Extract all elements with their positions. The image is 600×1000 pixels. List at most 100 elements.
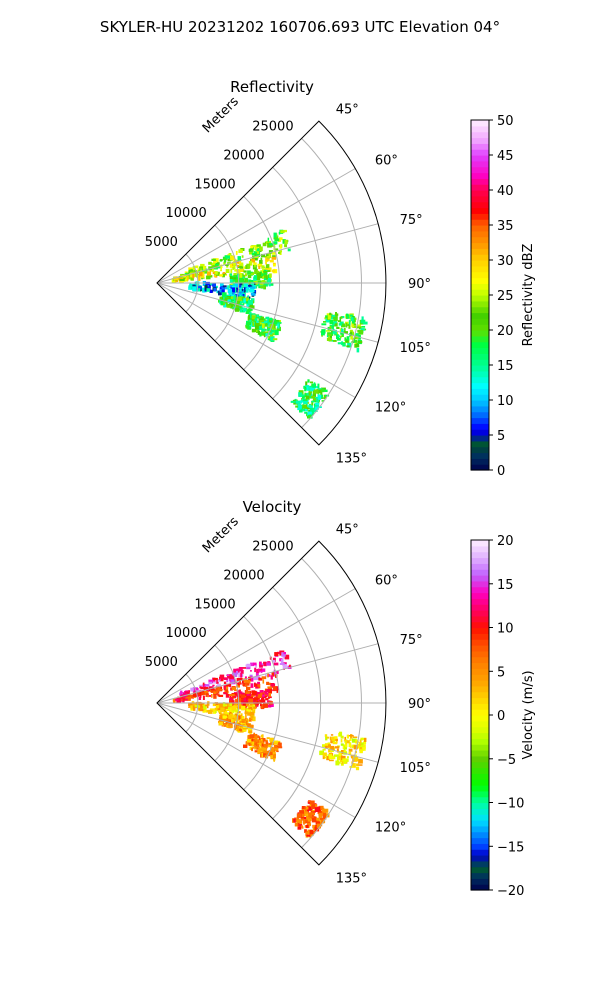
echo-gate	[270, 675, 273, 680]
echo-gate	[194, 704, 200, 708]
colorbar-tick-label: −5	[497, 753, 516, 768]
echo-gate	[241, 304, 243, 309]
echo-gate	[226, 294, 231, 297]
echo-gate	[206, 288, 210, 292]
echo-gate	[307, 809, 310, 812]
echo-gate	[345, 313, 349, 318]
echo-gate	[336, 337, 341, 341]
echo-gate	[246, 322, 251, 325]
colorbar-tick-label: 20	[497, 324, 514, 339]
echo-gate	[248, 698, 254, 703]
echo-gate	[233, 265, 236, 269]
echo-gate	[240, 307, 242, 312]
echo-gate	[254, 264, 257, 267]
echo-gate	[223, 257, 227, 263]
colorbar-segment	[471, 411, 489, 419]
echo-gate	[188, 702, 193, 706]
echo-gate	[258, 330, 260, 335]
echo-gate	[329, 319, 334, 325]
echo-gate	[241, 716, 245, 721]
echo-gate	[248, 282, 251, 285]
colorbar-segment	[471, 166, 489, 174]
echo-gate	[284, 239, 288, 245]
echo-gate	[351, 755, 354, 759]
echo-gate	[265, 674, 269, 677]
colorbar-segment	[471, 872, 489, 879]
echo-gate	[364, 737, 367, 742]
echo-gate	[257, 748, 262, 751]
echo-gate	[360, 742, 364, 745]
range-tick-label: 20000	[223, 148, 264, 163]
echo-gate	[339, 328, 342, 332]
echo-gate	[201, 287, 204, 292]
echo-gate	[279, 650, 285, 654]
echo-gate	[237, 297, 242, 301]
echo-gate	[321, 400, 325, 402]
echo-gate	[270, 336, 275, 341]
azimuth-tick-label: 75°	[400, 213, 423, 228]
colorbar-segment	[471, 464, 489, 471]
echo-gate	[312, 825, 316, 830]
echo-gate	[202, 287, 205, 293]
colorbar-segment	[471, 586, 489, 594]
echo-gate	[253, 697, 259, 701]
colorbar-segment	[471, 604, 489, 611]
echo-gate	[184, 278, 187, 282]
echo-gate	[276, 686, 279, 691]
echo-gate	[245, 297, 249, 301]
echo-gate	[353, 317, 357, 320]
azimuth-spoke	[156, 643, 379, 704]
echo-gate	[287, 248, 291, 252]
echo-gate	[238, 295, 244, 298]
echo-gate	[314, 826, 320, 832]
echo-gate	[321, 335, 323, 337]
colorbar-segment	[471, 545, 489, 553]
azimuth-spoke	[156, 588, 356, 704]
echo-gate	[231, 686, 236, 691]
echo-gate	[253, 266, 256, 269]
echo-gate	[267, 686, 273, 691]
echo-gate	[220, 686, 223, 692]
echo-gate	[198, 707, 202, 711]
echo-gate	[264, 268, 269, 271]
echo-gate	[259, 318, 264, 321]
echo-gate	[245, 265, 250, 270]
echo-gate	[256, 251, 260, 254]
echo-gate	[245, 273, 248, 277]
echo-gate	[258, 668, 263, 671]
echo-gate	[256, 248, 260, 252]
azimuth-spoke	[156, 702, 356, 818]
echo-gate	[236, 684, 240, 688]
echo-gate	[188, 706, 192, 708]
echo-gate	[234, 672, 238, 677]
echo-gate	[265, 260, 267, 265]
echo-gate	[313, 816, 317, 820]
echo-gate	[227, 264, 229, 266]
azimuth-tick-label: 120°	[375, 401, 406, 416]
echo-gate	[338, 755, 343, 760]
echo-gate	[248, 676, 253, 682]
echo-gate	[342, 744, 346, 750]
echo-gate	[355, 333, 359, 336]
echo-gate	[320, 390, 323, 395]
echo-gate	[338, 758, 342, 760]
colorbar-segment	[471, 849, 489, 856]
echo-gate	[225, 287, 229, 290]
colorbar-segment	[471, 726, 489, 734]
echo-gate	[211, 268, 215, 273]
echo-gate	[269, 739, 274, 745]
echo-gate	[279, 244, 282, 249]
echo-gate	[202, 272, 205, 277]
range-tick-label: 5000	[145, 235, 178, 250]
colorbar-segment	[471, 639, 489, 646]
echo-gate	[337, 342, 343, 345]
echo-gate	[276, 689, 279, 693]
echo-gate	[266, 694, 269, 697]
echo-gate	[239, 680, 241, 684]
echo-gate	[246, 304, 250, 307]
echo-gate	[197, 286, 202, 290]
echo-gate	[360, 319, 366, 324]
echo-gate	[213, 709, 217, 714]
echo-gate	[219, 715, 224, 717]
echo-gate	[263, 334, 266, 338]
